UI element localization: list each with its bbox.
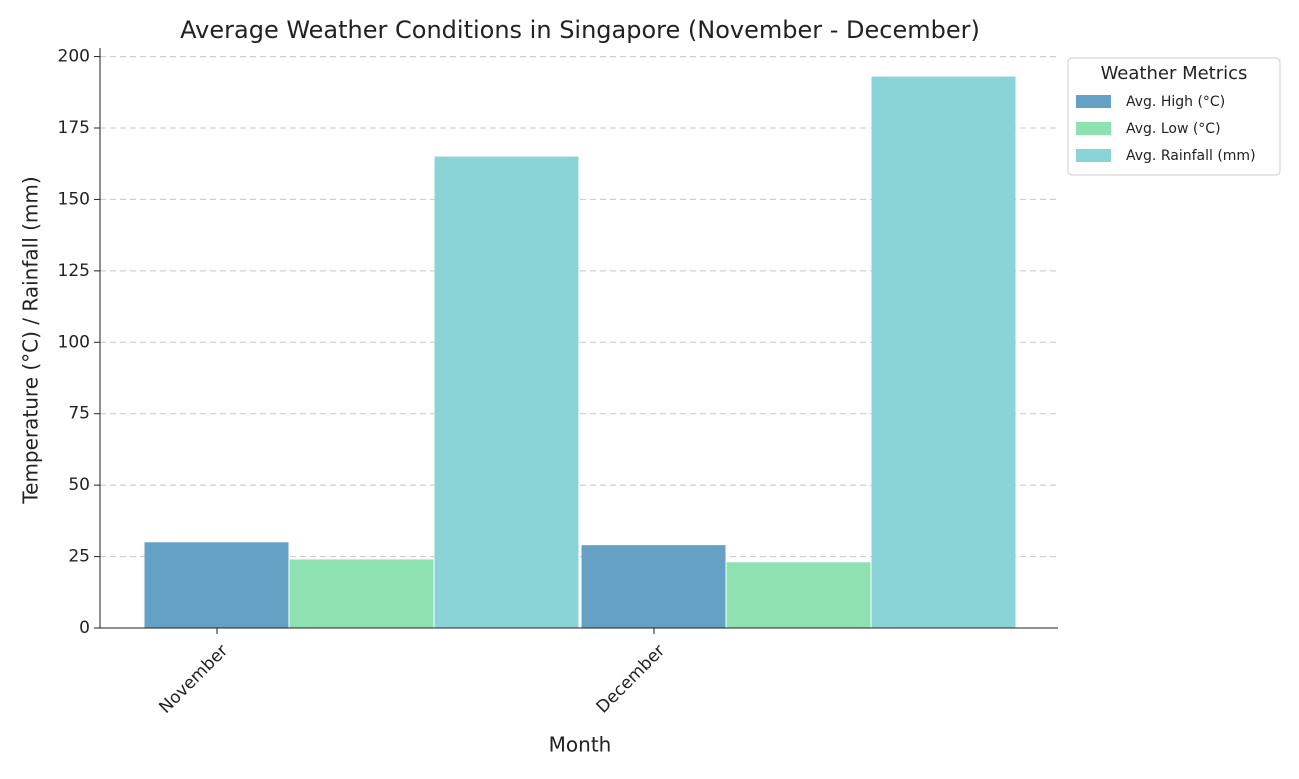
y-tick-label: 175	[58, 118, 90, 138]
legend-text: Avg. High (°C)	[1126, 94, 1225, 110]
legend-swatch	[1076, 95, 1111, 108]
bar	[581, 545, 726, 628]
bar	[144, 542, 289, 628]
chart-title: Average Weather Conditions in Singapore …	[180, 16, 980, 44]
legend-frame	[1067, 57, 1281, 176]
legend-title: Weather Metrics	[1101, 63, 1248, 84]
x-tick-label: December	[593, 641, 669, 717]
legend-swatch	[1076, 122, 1111, 135]
x-axis-label: Month	[549, 733, 612, 757]
bar	[726, 562, 871, 628]
y-tick-label: 75	[68, 404, 90, 424]
y-axis-label: Temperature (°C) / Rainfall (mm)	[19, 176, 43, 504]
y-tick-label: 125	[58, 261, 90, 281]
y-tick-label: 50	[68, 475, 90, 495]
bar	[871, 76, 1016, 629]
bar	[289, 559, 434, 628]
legend: Weather Metrics Avg. High (°C) Avg. Low (°…	[1067, 57, 1281, 176]
y-tick-label: 100	[58, 332, 90, 352]
y-tick-label: 0	[79, 618, 90, 638]
y-tick-label: 25	[68, 547, 90, 567]
y-tick-label: 150	[58, 189, 90, 209]
x-tick-label: November	[155, 641, 232, 718]
legend-text: Avg. Low (°C)	[1126, 121, 1221, 137]
legend-text: Avg. Rainfall (mm)	[1126, 148, 1256, 164]
bar	[434, 156, 579, 629]
legend-swatch	[1076, 149, 1111, 162]
y-tick-label: 200	[58, 47, 90, 67]
